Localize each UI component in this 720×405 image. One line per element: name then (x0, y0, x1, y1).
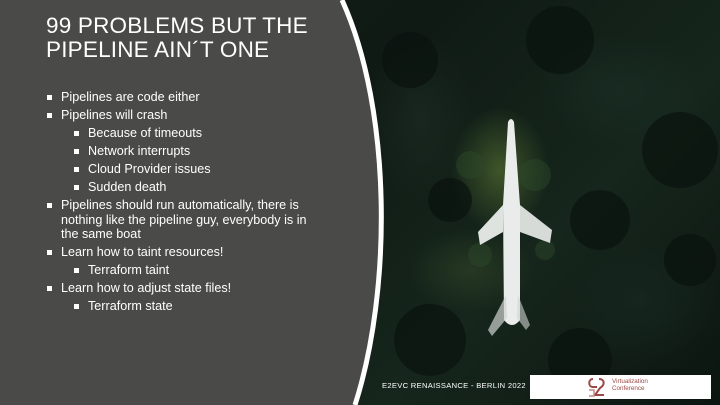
conference-logo: Virtualization Conference (530, 375, 711, 399)
bullet-item: Learn how to taint resources! (46, 245, 321, 260)
logo-wordmark: Virtualization Conference (612, 378, 648, 392)
logo-text-line-2: Conference (612, 385, 645, 392)
slide-title-line-1: 99 PROBLEMS BUT THE (46, 13, 308, 38)
airplane-shape (478, 119, 552, 336)
slide-title-line-2: PIPELINE AIN´T ONE (46, 37, 270, 62)
bullet-item: Pipelines are code either (46, 90, 321, 105)
bullet-list: Pipelines are code either Pipelines will… (46, 90, 321, 317)
sub-bullet-item: Terraform taint (46, 263, 321, 278)
sub-bullet-item: Network interrupts (46, 144, 321, 159)
bullet-item: Pipelines should run automatically, ther… (46, 198, 321, 242)
bullet-item: Learn how to adjust state files! (46, 281, 321, 296)
logo-text-line-1: Virtualization (612, 378, 648, 385)
sub-bullet-item: Cloud Provider issues (46, 162, 321, 177)
sub-bullet-item: Sudden death (46, 180, 321, 195)
sub-bullet-item: Because of timeouts (46, 126, 321, 141)
e2evc-logo-icon (588, 378, 605, 397)
slide-title: 99 PROBLEMS BUT THE PIPELINE AIN´T ONE (46, 14, 346, 62)
bullet-item: Pipelines will crash (46, 108, 321, 123)
footer-event-label: E2EVC RENAISSANCE - BERLIN 2022 (382, 381, 526, 390)
sub-bullet-item: Terraform state (46, 299, 321, 314)
